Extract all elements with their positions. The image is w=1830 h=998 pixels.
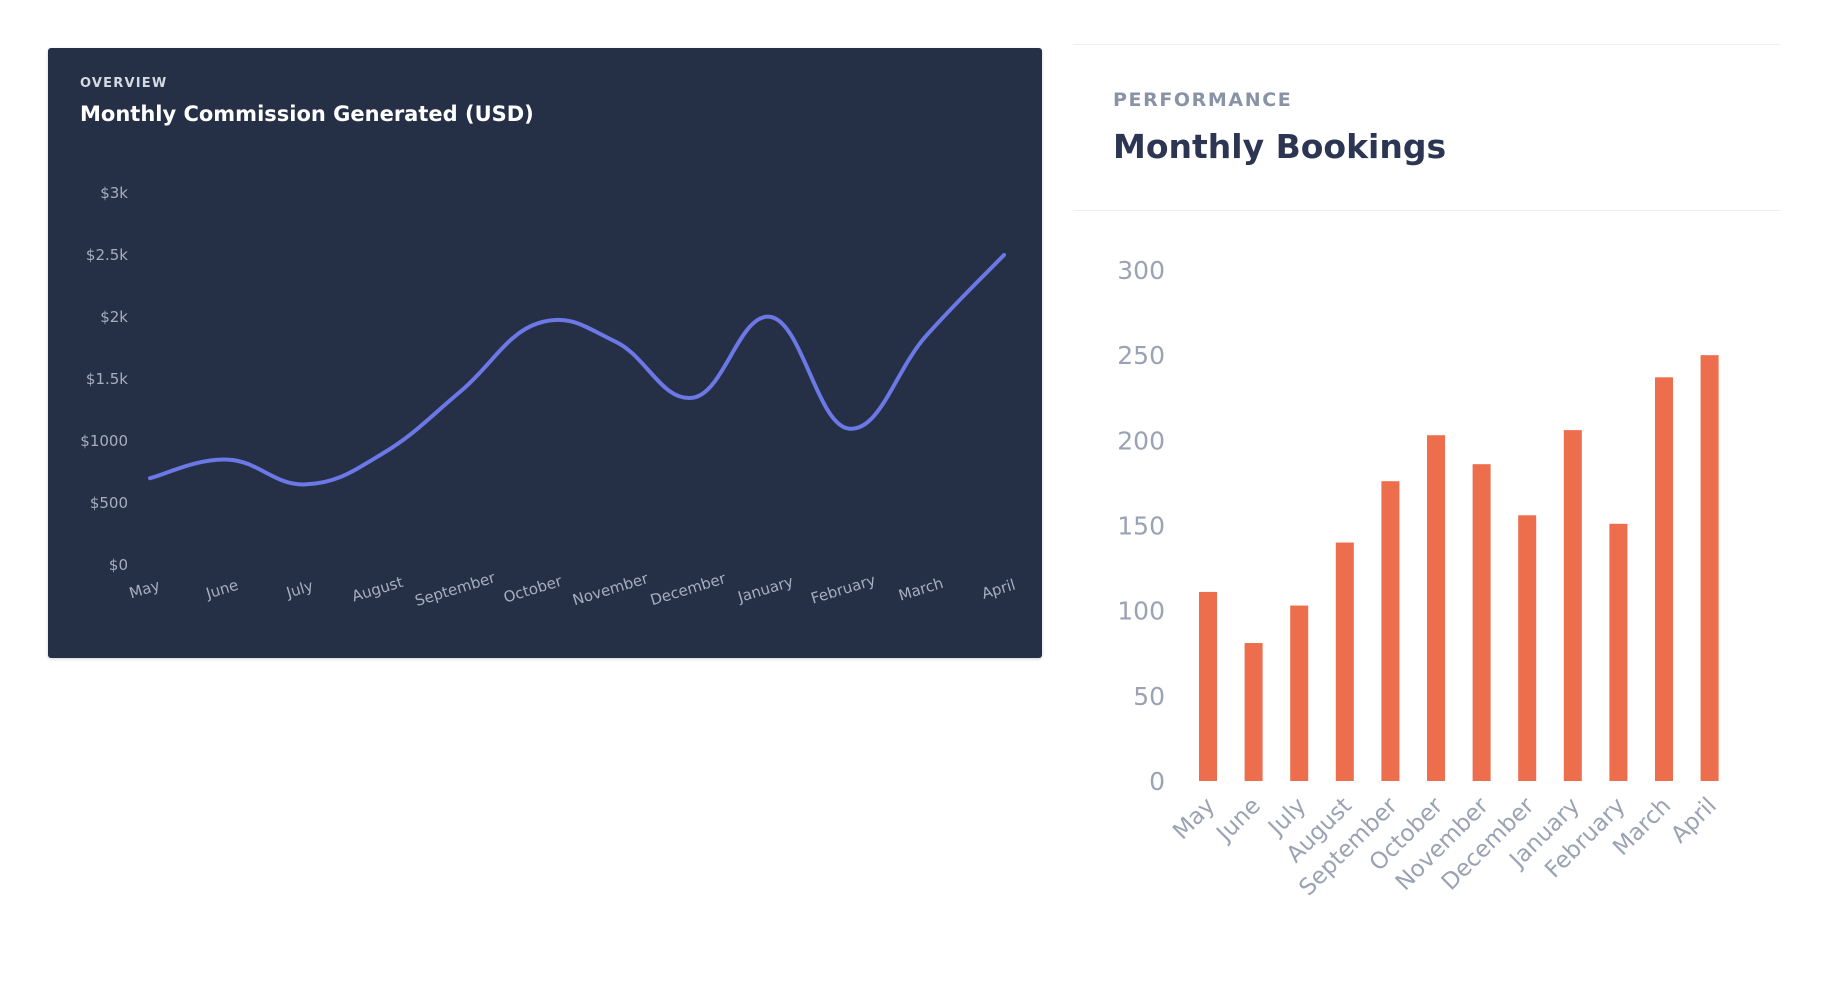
y-tick-label--2k: $2k (100, 308, 128, 326)
commission-point-november[interactable] (610, 336, 622, 348)
x-tick-label-december: December (648, 569, 728, 609)
commission-card-eyebrow: OVERVIEW (80, 76, 168, 91)
bookings-bar-october[interactable] (1427, 435, 1445, 781)
bookings-bar-september[interactable] (1381, 481, 1400, 781)
y-tick-label--500: $500 (90, 494, 128, 512)
commission-card: OVERVIEW Monthly Commission Generated (U… (48, 48, 1042, 658)
commission-point-december[interactable] (687, 392, 699, 404)
x-tick-label-june: June (1211, 793, 1266, 848)
bookings-bar-august[interactable] (1335, 542, 1354, 781)
y-tick-label-100: 100 (1117, 597, 1165, 626)
x-tick-label-february: February (809, 571, 878, 608)
bookings-x-axis: MayJuneJulyAugustSeptemberOctoberNovembe… (1168, 792, 1722, 901)
commission-point-june[interactable] (222, 454, 234, 466)
x-tick-label-june: June (203, 576, 240, 603)
y-tick-label-50: 50 (1133, 682, 1165, 711)
bookings-bar-march[interactable] (1655, 377, 1673, 781)
x-tick-label-november: November (570, 569, 651, 609)
y-tick-label-250: 250 (1117, 341, 1165, 370)
bookings-bars (1199, 355, 1719, 781)
x-tick-label-july: July (283, 577, 315, 602)
commission-y-axis: $0 $500 $1000 $1.5k $2k $2.5k $3k (80, 184, 128, 574)
commission-series-line (148, 253, 1006, 487)
y-tick-label--0: $0 (109, 556, 128, 574)
commission-point-july[interactable] (299, 478, 311, 490)
x-tick-label-march: March (896, 574, 945, 605)
commission-x-axis: May June July August September October Novembe… (127, 568, 1017, 610)
bookings-bar-february[interactable] (1609, 523, 1628, 781)
bookings-card-title: Monthly Bookings (1113, 127, 1447, 166)
x-tick-label-october: October (501, 572, 564, 607)
x-tick-label-september: September (413, 568, 498, 610)
y-tick-label-0: 0 (1149, 767, 1165, 796)
y-tick-label--3k: $3k (100, 184, 128, 202)
bookings-card-eyebrow: PERFORMANCE (1113, 89, 1293, 111)
bookings-bar-november[interactable] (1472, 464, 1491, 781)
x-tick-label-january: January (735, 572, 796, 606)
bookings-card: PERFORMANCE Monthly Bookings 0 50 100 150 20… (1073, 44, 1781, 945)
commission-points (144, 249, 1010, 490)
commission-point-september[interactable] (455, 385, 467, 397)
bookings-bar-april[interactable] (1700, 355, 1719, 781)
bookings-bar-june[interactable] (1244, 643, 1263, 781)
x-tick-label-may: May (1168, 793, 1220, 845)
y-tick-label--1-5k: $1.5k (86, 370, 128, 388)
y-tick-label-300: 300 (1117, 256, 1165, 285)
commission-point-february[interactable] (843, 423, 855, 435)
commission-point-october[interactable] (532, 317, 544, 329)
bookings-y-axis: 0 50 100 150 200 250 300 (1117, 256, 1165, 796)
x-tick-label-may: May (127, 576, 162, 602)
commission-point-april[interactable] (998, 249, 1010, 261)
y-tick-label--1000: $1000 (80, 432, 128, 450)
commission-point-may[interactable] (144, 472, 156, 484)
commission-line-chart: $0 $500 $1000 $1.5k $2k $2.5k $3k May June July Au… (80, 184, 1017, 610)
bookings-bar-may[interactable] (1199, 591, 1217, 781)
y-tick-label-200: 200 (1117, 426, 1165, 455)
bookings-card-header: PERFORMANCE Monthly Bookings (1073, 45, 1781, 211)
x-tick-label-april: April (1666, 793, 1722, 849)
x-tick-label-august: August (350, 573, 406, 606)
commission-point-march[interactable] (920, 330, 932, 342)
commission-card-title: Monthly Commission Generated (USD) (80, 102, 534, 126)
commission-point-january[interactable] (765, 311, 777, 323)
y-tick-label--2-5k: $2.5k (86, 246, 128, 264)
bookings-bar-july[interactable] (1290, 605, 1309, 781)
y-tick-label-150: 150 (1117, 512, 1165, 541)
commission-point-august[interactable] (377, 447, 389, 459)
bookings-bar-january[interactable] (1563, 430, 1582, 781)
bookings-bar-chart: 0 50 100 150 200 250 300 MayJuneJulyAugustSepte… (1117, 256, 1722, 901)
bookings-bar-december[interactable] (1518, 515, 1537, 781)
x-tick-label-april: April (980, 576, 1018, 603)
